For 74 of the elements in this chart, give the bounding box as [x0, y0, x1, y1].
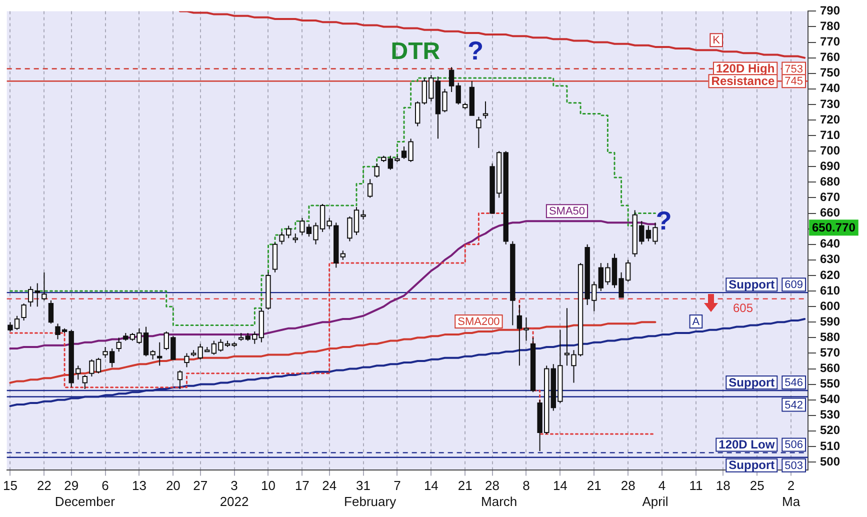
- x-tick-label: 3 2022: [220, 478, 249, 509]
- y-tick-label: 780: [820, 19, 840, 34]
- x-tick-label: 14: [552, 478, 568, 494]
- x-tick-label: 18: [716, 478, 730, 494]
- ref-line-label: Support 546: [728, 375, 804, 390]
- y-tick-label: 590: [820, 314, 840, 328]
- annotation: ?: [656, 205, 672, 236]
- y-tick-label: 540: [820, 392, 840, 406]
- ref-line-label: Resistance 745: [711, 74, 804, 88]
- x-tick-label: March: [481, 494, 518, 509]
- x-tick-label: 29: [64, 478, 79, 494]
- y-tick-label: 710: [820, 128, 840, 142]
- ref-line-label: 120D Low 506: [718, 438, 804, 452]
- x-tick-label: 11: [689, 478, 703, 494]
- y-tick-label: 560: [820, 361, 840, 376]
- y-tick-label: 580: [820, 330, 840, 344]
- x-tick-label: April: [642, 494, 668, 509]
- ref-line-label: 542: [784, 399, 804, 412]
- y-tick-label: 630: [820, 252, 840, 266]
- series-label: SMA50: [548, 206, 586, 218]
- x-tick-label: 13: [132, 478, 146, 494]
- ref-line-label: 605: [733, 301, 754, 316]
- y-tick-label: 660: [820, 206, 840, 220]
- x-tick-label: February: [344, 494, 397, 509]
- ref-line-label: Support 503: [728, 458, 804, 472]
- x-tick-label: 8: [522, 478, 530, 494]
- y-tick-label: 740: [820, 81, 840, 96]
- x-tick-label: 21: [458, 478, 472, 494]
- x-tick-label: 28: [485, 478, 500, 494]
- y-tick-label: 680: [820, 174, 840, 189]
- y-tick-label: 620: [820, 268, 840, 282]
- y-tick-label: 720: [820, 112, 840, 126]
- x-tick-label: 28: [620, 478, 636, 494]
- y-tick-label: 520: [820, 423, 840, 438]
- x-tick-label: 31: [356, 478, 371, 494]
- y-tick-label: 770: [820, 34, 840, 49]
- y-tick-label: 700: [820, 143, 840, 158]
- x-tick-label: 22: [36, 478, 52, 494]
- y-tick-label: 790: [820, 4, 840, 18]
- x-tick-label: 6: [102, 478, 109, 494]
- y-tick-label: 600: [820, 298, 840, 313]
- y-tick-label: 570: [820, 346, 840, 360]
- x-tick-label: 14: [424, 478, 438, 494]
- y-tick-label: 550: [820, 376, 840, 391]
- x-tick-label: 2 Ma: [782, 478, 801, 509]
- ref-line-label: 120D High 753: [716, 62, 804, 76]
- x-tick-label: 24: [322, 478, 337, 494]
- x-tick-label: 20: [166, 478, 180, 494]
- y-tick-label: 640: [820, 236, 840, 251]
- x-tick-label: 15: [2, 478, 18, 494]
- x-tick-label: 17: [294, 478, 310, 494]
- text: 650.770: [812, 220, 856, 234]
- series-label: K: [712, 34, 721, 47]
- x-tick-label: 25: [750, 478, 764, 494]
- y-tick-label: 750: [820, 66, 840, 80]
- series-label: SMA200: [458, 316, 500, 328]
- y-tick-label: 500: [820, 454, 840, 468]
- y-tick-label: 760: [820, 50, 840, 64]
- x-tick-label: 7: [394, 478, 401, 494]
- annotation: DTR: [390, 38, 440, 66]
- y-tick-label: 690: [820, 158, 840, 173]
- y-tick-label: 510: [820, 438, 840, 453]
- y-tick-label: 670: [820, 190, 840, 204]
- x-tick-label: December: [54, 494, 116, 509]
- y-tick-label: 610: [820, 283, 840, 298]
- x-tick-label: 10: [261, 478, 276, 494]
- ref-line-label: Support 609: [728, 277, 804, 292]
- y-tick-label: 530: [820, 408, 840, 422]
- x-tick-label: 21: [586, 478, 602, 494]
- x-tick-label: 27: [193, 478, 208, 494]
- annotation: ?: [468, 36, 484, 66]
- series-label: A: [692, 316, 700, 328]
- x-tick-label: 4: [658, 478, 666, 494]
- y-tick-label: 730: [820, 96, 840, 111]
